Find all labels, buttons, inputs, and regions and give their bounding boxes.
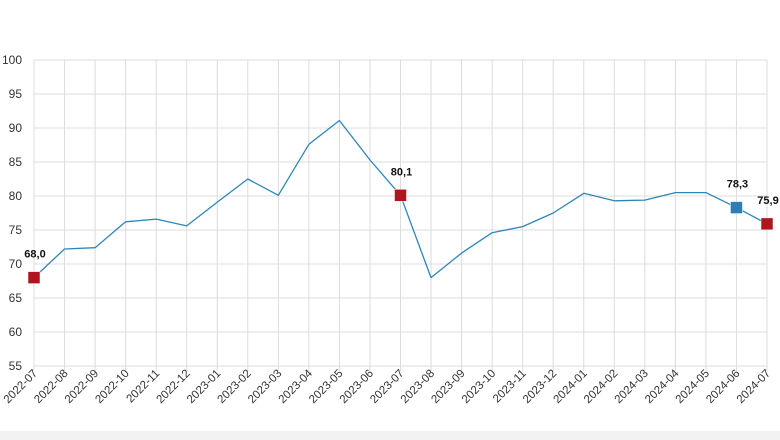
data-marker <box>394 189 407 202</box>
y-tick-label: 65 <box>9 291 23 305</box>
y-tick-label: 85 <box>9 155 23 169</box>
x-axis-ticks: 2022-072022-082022-092022-102022-112022-… <box>2 367 773 406</box>
data-label: 75,9 <box>757 195 778 207</box>
y-tick-label: 100 <box>2 53 22 67</box>
x-tick-label: 2022-10 <box>93 368 131 406</box>
data-marker <box>730 201 743 214</box>
highlight-markers: 68,0 80,1 78,3 75,9 <box>24 166 779 284</box>
y-tick-label: 90 <box>9 121 23 135</box>
y-tick-label: 75 <box>9 223 23 237</box>
y-tick-label: 80 <box>9 189 23 203</box>
data-marker <box>27 271 41 284</box>
grid-lines <box>33 59 768 371</box>
y-tick-label: 55 <box>9 359 23 373</box>
x-tick-label: 2023-10 <box>460 368 498 406</box>
y-tick-label: 95 <box>9 87 23 101</box>
y-tick-label: 70 <box>9 257 23 271</box>
x-tick-label: 2024-07 <box>735 368 773 406</box>
data-label: 78,3 <box>727 179 748 191</box>
data-marker <box>760 217 774 231</box>
y-axis-ticks: 55 60 65 70 75 80 85 90 95 100 <box>2 53 22 373</box>
data-label: 80,1 <box>391 166 412 178</box>
y-tick-label: 60 <box>9 325 23 339</box>
data-label: 68,0 <box>24 249 45 261</box>
bottom-band <box>0 431 780 440</box>
